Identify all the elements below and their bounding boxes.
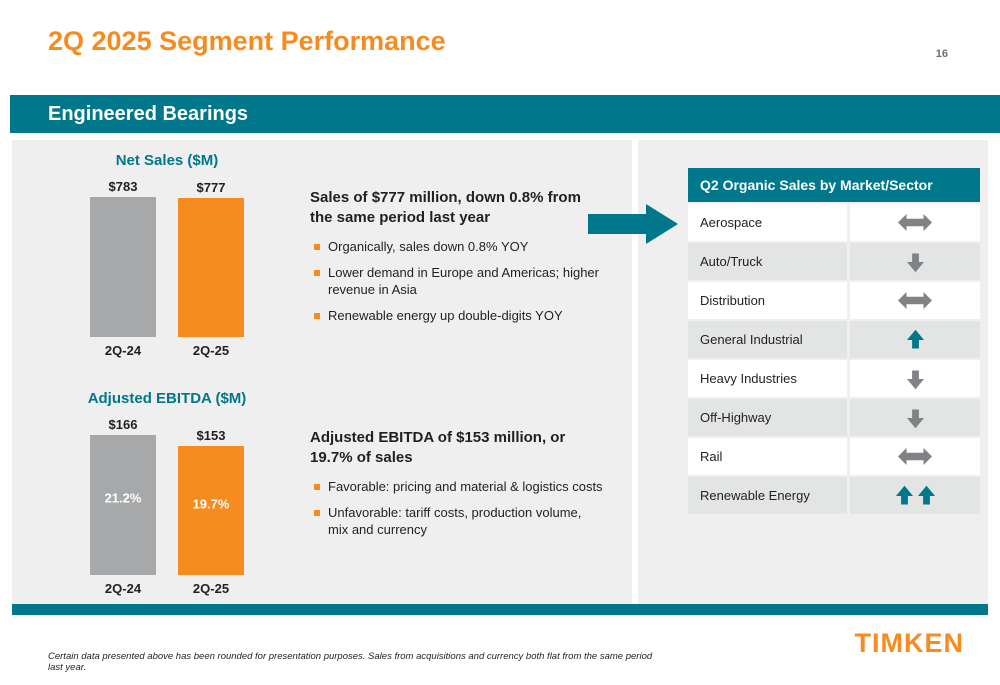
trend-cell — [850, 282, 980, 319]
bottom-accent-bar — [12, 604, 988, 615]
page-title: 2Q 2025 Segment Performance — [48, 26, 446, 56]
left-right-arrow-icon — [898, 214, 932, 231]
market-label: Rail — [688, 438, 847, 475]
sales-heading: Sales of $777 million, down 0.8% from th… — [310, 189, 581, 226]
market-label: Distribution — [688, 282, 847, 319]
trend-cell — [850, 399, 980, 436]
left-panel: Net Sales ($M) $783 2Q-24 $777 2Q-25 Sales … — [12, 140, 632, 604]
table-row: Distribution — [688, 282, 980, 319]
net-sales-bar-chart: $783 2Q-24 $777 2Q-25 — [62, 179, 272, 358]
ebitda-chart-title: Adjusted EBITDA ($M) — [87, 390, 247, 407]
bullet-item: Favorable: pricing and material & logist… — [310, 479, 605, 496]
bar-inside-label: 19.7% — [192, 496, 230, 512]
table-row: Off-Highway — [688, 399, 980, 436]
left-right-arrow-icon — [898, 292, 932, 309]
trend-cell — [850, 477, 980, 514]
down-arrow-icon — [906, 253, 924, 272]
ebitda-heading: Adjusted EBITDA of $153 million, or 19.7… — [310, 429, 566, 466]
ebitda-bullets: Favorable: pricing and material & logist… — [310, 479, 605, 539]
bar-value-label: $777 — [196, 180, 226, 195]
bar-2Q-25: $777 2Q-25 — [178, 180, 244, 358]
table-row: Auto/Truck — [688, 243, 980, 280]
up-arrow-icon — [906, 329, 924, 348]
bar-category-label: 2Q-25 — [192, 581, 230, 596]
bullet-item: Lower demand in Europe and Americas; hig… — [310, 265, 605, 299]
down-arrow-icon — [906, 370, 924, 389]
sales-text-block: Sales of $777 million, down 0.8% from th… — [310, 188, 605, 334]
bar-2Q-24: $783 2Q-24 — [90, 179, 156, 358]
net-sales-chart-title: Net Sales ($M) — [115, 152, 219, 169]
bar-inside-label: 21.2% — [104, 490, 142, 506]
table-row: General Industrial — [688, 321, 980, 358]
right-panel: Q2 Organic Sales by Market/Sector Aerosp… — [638, 140, 988, 604]
sales-bullets: Organically, sales down 0.8% YOY Lower d… — [310, 239, 605, 325]
page-number: 16 — [935, 48, 948, 60]
up-arrow-icon — [917, 485, 935, 504]
bar-value-label: $783 — [108, 179, 138, 194]
ebitda-text-block: Adjusted EBITDA of $153 million, or 19.7… — [310, 428, 605, 548]
market-label: Heavy Industries — [688, 360, 847, 397]
trend-cell — [850, 204, 980, 241]
table-header: Q2 Organic Sales by Market/Sector — [688, 168, 980, 202]
market-label: Aerospace — [688, 204, 847, 241]
bar — [178, 198, 244, 337]
bullet-item: Renewable energy up double-digits YOY — [310, 308, 605, 325]
bar-value-label: $153 — [196, 428, 226, 443]
bar-value-label: $166 — [108, 417, 138, 432]
net-sales-chart-block: Net Sales ($M) $783 2Q-24 $777 2Q-25 — [62, 152, 272, 358]
bar-category-label: 2Q-24 — [104, 343, 142, 358]
table-row: Renewable Energy — [688, 477, 980, 514]
up-arrow-icon — [895, 485, 913, 504]
table-row: Aerospace — [688, 204, 980, 241]
ebitda-bar-chart: $166 21.2% 2Q-24 $153 19.7% 2Q-25 — [62, 417, 272, 596]
table-body: Aerospace Auto/Truck Distribution General I… — [688, 204, 980, 514]
footnote: Certain data presented above has been ro… — [48, 650, 653, 673]
trend-cell — [850, 360, 980, 397]
left-right-arrow-icon — [898, 448, 932, 465]
down-arrow-icon — [906, 409, 924, 428]
ebitda-chart-block: Adjusted EBITDA ($M) $166 21.2% 2Q-24 $153 1… — [62, 390, 272, 596]
market-label: Off-Highway — [688, 399, 847, 436]
bar-2Q-24: $166 21.2% 2Q-24 — [90, 417, 156, 596]
content-area: Net Sales ($M) $783 2Q-24 $777 2Q-25 Sales … — [12, 140, 988, 604]
trend-cell — [850, 438, 980, 475]
section-title: Engineered Bearings — [48, 102, 249, 125]
market-sector-table: Q2 Organic Sales by Market/Sector Aerosp… — [688, 168, 980, 516]
table-row: Heavy Industries — [688, 360, 980, 397]
bar — [90, 197, 156, 337]
bar: 19.7% — [178, 446, 244, 575]
section-header-band: Engineered Bearings — [10, 95, 1000, 133]
bullet-item: Organically, sales down 0.8% YOY — [310, 239, 605, 256]
bar-2Q-25: $153 19.7% 2Q-25 — [178, 428, 244, 596]
bullet-item: Unfavorable: tariff costs, production vo… — [310, 505, 605, 539]
trend-cell — [850, 321, 980, 358]
market-label: Auto/Truck — [688, 243, 847, 280]
market-label: Renewable Energy — [688, 477, 847, 514]
right-arrow-icon — [588, 202, 678, 251]
bar-category-label: 2Q-24 — [104, 581, 142, 596]
timken-logo: TIMKEN — [854, 628, 964, 658]
market-label: General Industrial — [688, 321, 847, 358]
bar: 21.2% — [90, 435, 156, 575]
table-row: Rail — [688, 438, 980, 475]
trend-cell — [850, 243, 980, 280]
bar-category-label: 2Q-25 — [192, 343, 230, 358]
